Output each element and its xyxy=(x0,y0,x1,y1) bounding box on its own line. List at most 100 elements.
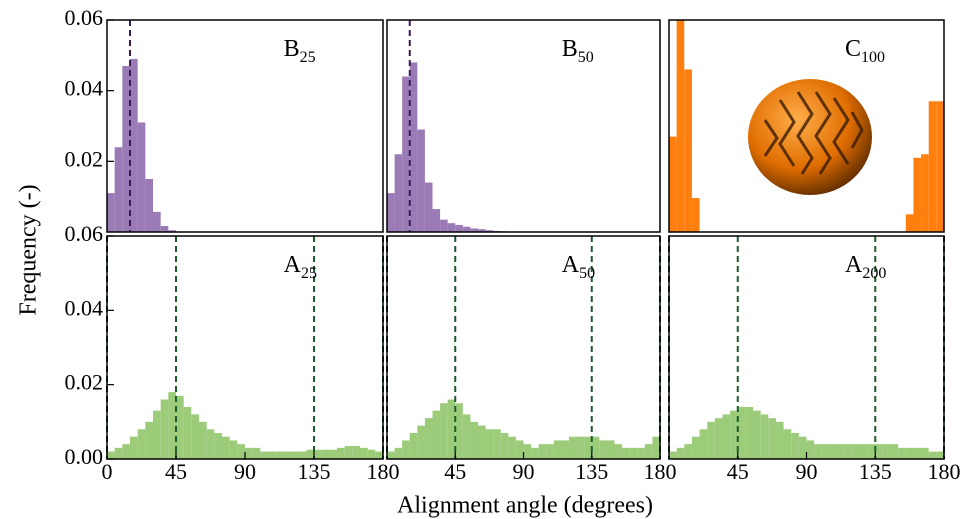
panel-label-letter: A xyxy=(562,252,580,278)
bar xyxy=(821,444,830,459)
bar xyxy=(629,447,638,459)
bar xyxy=(798,436,807,459)
y-axis-label: Frequency (-) xyxy=(16,184,42,315)
bar xyxy=(783,429,792,459)
bar xyxy=(229,440,238,459)
bar xyxy=(206,429,215,459)
y-tick-label: 0.06 xyxy=(65,5,104,30)
bar xyxy=(882,444,891,459)
panel-frame xyxy=(668,235,945,460)
panel-frame xyxy=(668,19,945,233)
bar xyxy=(168,392,176,459)
bar xyxy=(417,425,425,459)
bar xyxy=(122,444,130,459)
bar xyxy=(153,211,161,232)
bar xyxy=(137,429,146,459)
panel: 45 90 135 180 A200 xyxy=(668,235,961,484)
bar xyxy=(569,436,577,459)
panel-label: A25 xyxy=(284,252,317,282)
bar xyxy=(478,425,486,459)
panel-label-letter: B xyxy=(562,36,578,62)
x-tick-label: 180 xyxy=(644,459,677,484)
bar xyxy=(107,193,115,232)
bar xyxy=(402,76,410,232)
bar xyxy=(606,440,615,459)
bars xyxy=(107,392,383,459)
bar xyxy=(447,399,456,459)
bar xyxy=(424,418,433,459)
y-tick-label: 0.06 xyxy=(65,221,104,246)
bar xyxy=(684,444,692,459)
bar xyxy=(298,451,307,459)
bar xyxy=(470,228,478,232)
panel: C100 xyxy=(668,19,945,233)
bar xyxy=(485,230,494,232)
bar xyxy=(237,444,245,459)
x-tick-label: 45 xyxy=(727,459,749,484)
bar xyxy=(199,421,207,459)
bar xyxy=(561,440,569,459)
bar xyxy=(153,410,161,459)
bar xyxy=(523,444,532,459)
bar xyxy=(538,444,547,459)
bar xyxy=(130,436,138,459)
bar xyxy=(478,229,486,232)
bar xyxy=(114,147,123,232)
bar xyxy=(191,414,199,459)
bar xyxy=(470,421,478,459)
bar xyxy=(913,157,922,232)
panel-label: B25 xyxy=(284,36,316,66)
bar xyxy=(283,451,291,459)
bar xyxy=(936,451,944,459)
bar xyxy=(676,20,685,232)
bar xyxy=(859,444,868,459)
bar xyxy=(321,449,330,459)
panel-frame xyxy=(106,235,384,460)
x-tick-label: 90 xyxy=(234,459,256,484)
panel-label-subscript: 50 xyxy=(579,265,595,282)
bar xyxy=(137,122,146,232)
y-tick-label: 0.04 xyxy=(65,295,104,320)
panel-label-subscript: 100 xyxy=(861,49,885,66)
bar xyxy=(375,451,383,459)
bars xyxy=(387,399,660,459)
x-tick-label: 180 xyxy=(928,459,961,484)
bar xyxy=(707,421,715,459)
bar xyxy=(291,451,299,459)
panel: 0.00 0.02 0.04 0.06 0 45 90 135 180 A25 xyxy=(65,221,400,484)
bars xyxy=(387,62,516,232)
x-tick-label: 0 xyxy=(102,459,113,484)
bar xyxy=(737,406,746,459)
bar xyxy=(130,58,138,232)
bar xyxy=(867,444,876,459)
panel-label-subscript: 200 xyxy=(862,265,886,282)
panel-frame xyxy=(386,235,661,460)
bar xyxy=(424,182,433,232)
bar xyxy=(644,444,653,459)
x-tick-label: 135 xyxy=(298,459,331,484)
panel-label-subscript: 25 xyxy=(300,49,316,66)
bar xyxy=(760,414,769,459)
bar xyxy=(455,403,463,459)
bar xyxy=(360,447,368,459)
bar xyxy=(913,447,922,459)
inset-image xyxy=(748,79,872,195)
x-tick-label: 135 xyxy=(859,459,892,484)
bar xyxy=(306,449,314,459)
bar xyxy=(576,436,585,459)
bar xyxy=(676,447,685,459)
x-axis-label: Alignment angle (degrees) xyxy=(397,493,653,519)
bar xyxy=(768,418,776,459)
bar xyxy=(829,444,838,459)
bar xyxy=(268,451,276,459)
panel-label-letter: A xyxy=(284,252,302,278)
bars xyxy=(107,58,176,232)
bar xyxy=(275,451,284,459)
x-tick-label: 90 xyxy=(796,459,818,484)
bar xyxy=(921,447,929,459)
bar xyxy=(462,414,471,459)
bar xyxy=(584,436,592,459)
y-tick-label: 0.04 xyxy=(65,76,104,101)
